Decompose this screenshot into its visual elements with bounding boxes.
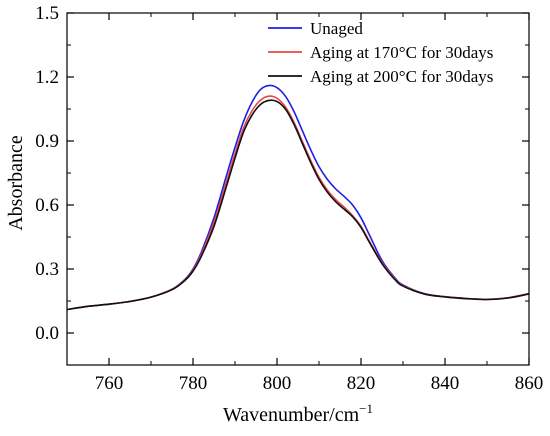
series-layer [66, 84, 530, 311]
x-tick-label: 860 [515, 373, 544, 394]
series-line-1 [66, 84, 530, 311]
series-line-3 [66, 99, 530, 311]
legend-label-3: Aging at 200°C for 30days [310, 67, 493, 86]
x-tick-label: 840 [431, 373, 460, 394]
y-tick-label: 0.3 [35, 259, 59, 280]
series-line-2 [66, 95, 530, 311]
x-tick-label: 820 [347, 373, 376, 394]
y-tick-label: 0.0 [35, 323, 59, 344]
y-tick-label: 0.9 [35, 131, 59, 152]
legend-label-2: Aging at 170°C for 30days [310, 43, 493, 62]
x-axis-title-superscript: −1 [359, 401, 373, 416]
x-axis-title-main: Wavenumber/cm [223, 404, 360, 426]
y-tick-label: 1.2 [35, 67, 59, 88]
plot-frame [66, 12, 530, 366]
y-tick-label: 0.6 [35, 195, 59, 216]
x-tick-label: 800 [263, 373, 292, 394]
y-tick-label: 1.5 [35, 3, 59, 24]
legend: Unaged Aging at 170°C for 30days Aging at … [268, 19, 493, 86]
y-axis-title: Absorbance [5, 135, 27, 231]
legend-label-1: Unaged [310, 19, 363, 38]
x-axis-title: Wavenumber/cm−1 [223, 401, 373, 426]
x-tick-label: 760 [95, 373, 124, 394]
x-tick-label: 780 [179, 373, 208, 394]
